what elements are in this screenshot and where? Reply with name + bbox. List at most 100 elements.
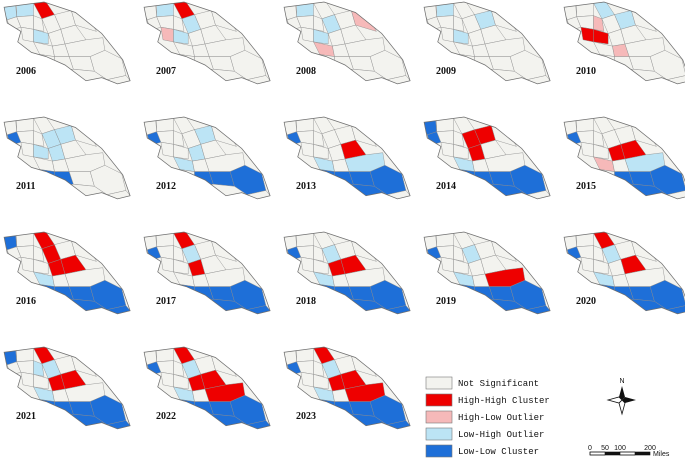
- map-region: [580, 26, 594, 43]
- map-panel-2021: 2021: [3, 346, 131, 430]
- map-region: [20, 371, 34, 388]
- map-region: [313, 15, 325, 32]
- map-region: [580, 141, 594, 158]
- map-panel-2011: 2011: [3, 116, 131, 200]
- map-region: [580, 256, 594, 273]
- map-panel-2009: 2009: [423, 1, 551, 85]
- map-panel-2019: 2019: [423, 231, 551, 315]
- year-label: 2020: [576, 296, 596, 307]
- map-region: [313, 144, 329, 160]
- map-panel-2016: 2016: [3, 231, 131, 315]
- map-region: [300, 371, 314, 388]
- map-panel-2008: 2008: [283, 1, 411, 85]
- map-region: [20, 141, 34, 158]
- map-panel-2018: 2018: [283, 231, 411, 315]
- map-region: [173, 259, 189, 275]
- map-region: [39, 54, 55, 68]
- map-region: [179, 169, 195, 183]
- map-region: [593, 130, 605, 147]
- map-region: [179, 54, 195, 68]
- map-region: [599, 284, 615, 298]
- map-region: [593, 15, 605, 32]
- map-region: [300, 26, 314, 43]
- year-label: 2023: [296, 411, 316, 422]
- map-region: [160, 26, 174, 43]
- map-region: [313, 130, 325, 147]
- legend-label-low-high: Low-High Outlier: [458, 430, 544, 440]
- legend: Not Significant High-High Cluster High-Low…: [425, 376, 550, 458]
- map-region: [173, 130, 185, 147]
- year-label: 2010: [576, 66, 596, 77]
- map-region: [179, 284, 195, 298]
- map-region: [33, 144, 49, 160]
- legend-swatch-high-low: [425, 410, 453, 424]
- map-panel-2015: 2015: [563, 116, 685, 200]
- map-panel-2012: 2012: [143, 116, 271, 200]
- map-grid: 2006 2007 2008 2009 2010 2011 2012 2013 2014 2015…: [3, 1, 685, 430]
- map-region: [313, 259, 329, 275]
- legend-label-low-low: Low-Low Cluster: [458, 447, 539, 457]
- year-label: 2017: [156, 296, 176, 307]
- map-region: [33, 15, 45, 32]
- map-region: [300, 141, 314, 158]
- map-region: [440, 141, 454, 158]
- year-label: 2011: [16, 181, 35, 192]
- scale-tick-0: 0: [588, 445, 592, 452]
- map-region: [599, 169, 615, 183]
- map-region: [453, 259, 469, 275]
- map-region: [160, 371, 174, 388]
- year-label: 2022: [156, 411, 176, 422]
- map-panel-2006: 2006: [3, 1, 131, 85]
- legend-swatch-not-significant: [425, 376, 453, 390]
- map-region: [319, 284, 335, 298]
- map-region: [453, 29, 469, 45]
- map-region: [33, 259, 49, 275]
- year-label: 2015: [576, 181, 596, 192]
- year-label: 2006: [16, 66, 36, 77]
- scale-tick-3: 200: [644, 445, 656, 452]
- north-arrow-icon: [619, 386, 625, 400]
- scale-bar: 0 50 100 200 Miles: [588, 445, 670, 458]
- map-region: [173, 374, 189, 390]
- legend-label-high-high: High-High Cluster: [458, 396, 550, 406]
- north-label: N: [619, 378, 624, 385]
- map-panel-2022: 2022: [143, 346, 271, 430]
- map-region: [319, 399, 335, 413]
- map-region: [319, 54, 335, 68]
- map-region: [593, 245, 605, 262]
- legend-swatch-low-high: [425, 427, 453, 441]
- map-panel-2007: 2007: [143, 1, 271, 85]
- map-region: [20, 26, 34, 43]
- scale-tick-2: 100: [614, 445, 626, 452]
- map-panel-2017: 2017: [143, 231, 271, 315]
- year-label: 2016: [16, 296, 36, 307]
- map-panel-2014: 2014: [423, 116, 551, 200]
- map-region: [319, 169, 335, 183]
- map-region: [173, 144, 189, 160]
- legend-swatch-low-low: [425, 444, 453, 458]
- map-region: [453, 245, 465, 262]
- map-region: [459, 54, 475, 68]
- legend-swatch-high-high: [425, 393, 453, 407]
- year-label: 2007: [156, 66, 176, 77]
- map-region: [179, 399, 195, 413]
- year-label: 2009: [436, 66, 456, 77]
- map-panel-2023: 2023: [283, 346, 411, 430]
- map-region: [33, 130, 45, 147]
- year-label: 2018: [296, 296, 316, 307]
- map-region: [173, 29, 189, 45]
- map-region: [39, 399, 55, 413]
- map-region: [459, 284, 475, 298]
- year-label: 2021: [16, 411, 36, 422]
- north-arrow: N: [606, 378, 636, 416]
- map-region: [453, 144, 469, 160]
- map-region: [313, 245, 325, 262]
- map-region: [173, 245, 185, 262]
- map-region: [440, 256, 454, 273]
- map-region: [453, 15, 465, 32]
- legend-label-not-significant: Not Significant: [458, 379, 539, 389]
- year-label: 2012: [156, 181, 176, 192]
- map-region: [39, 284, 55, 298]
- map-region: [453, 130, 465, 147]
